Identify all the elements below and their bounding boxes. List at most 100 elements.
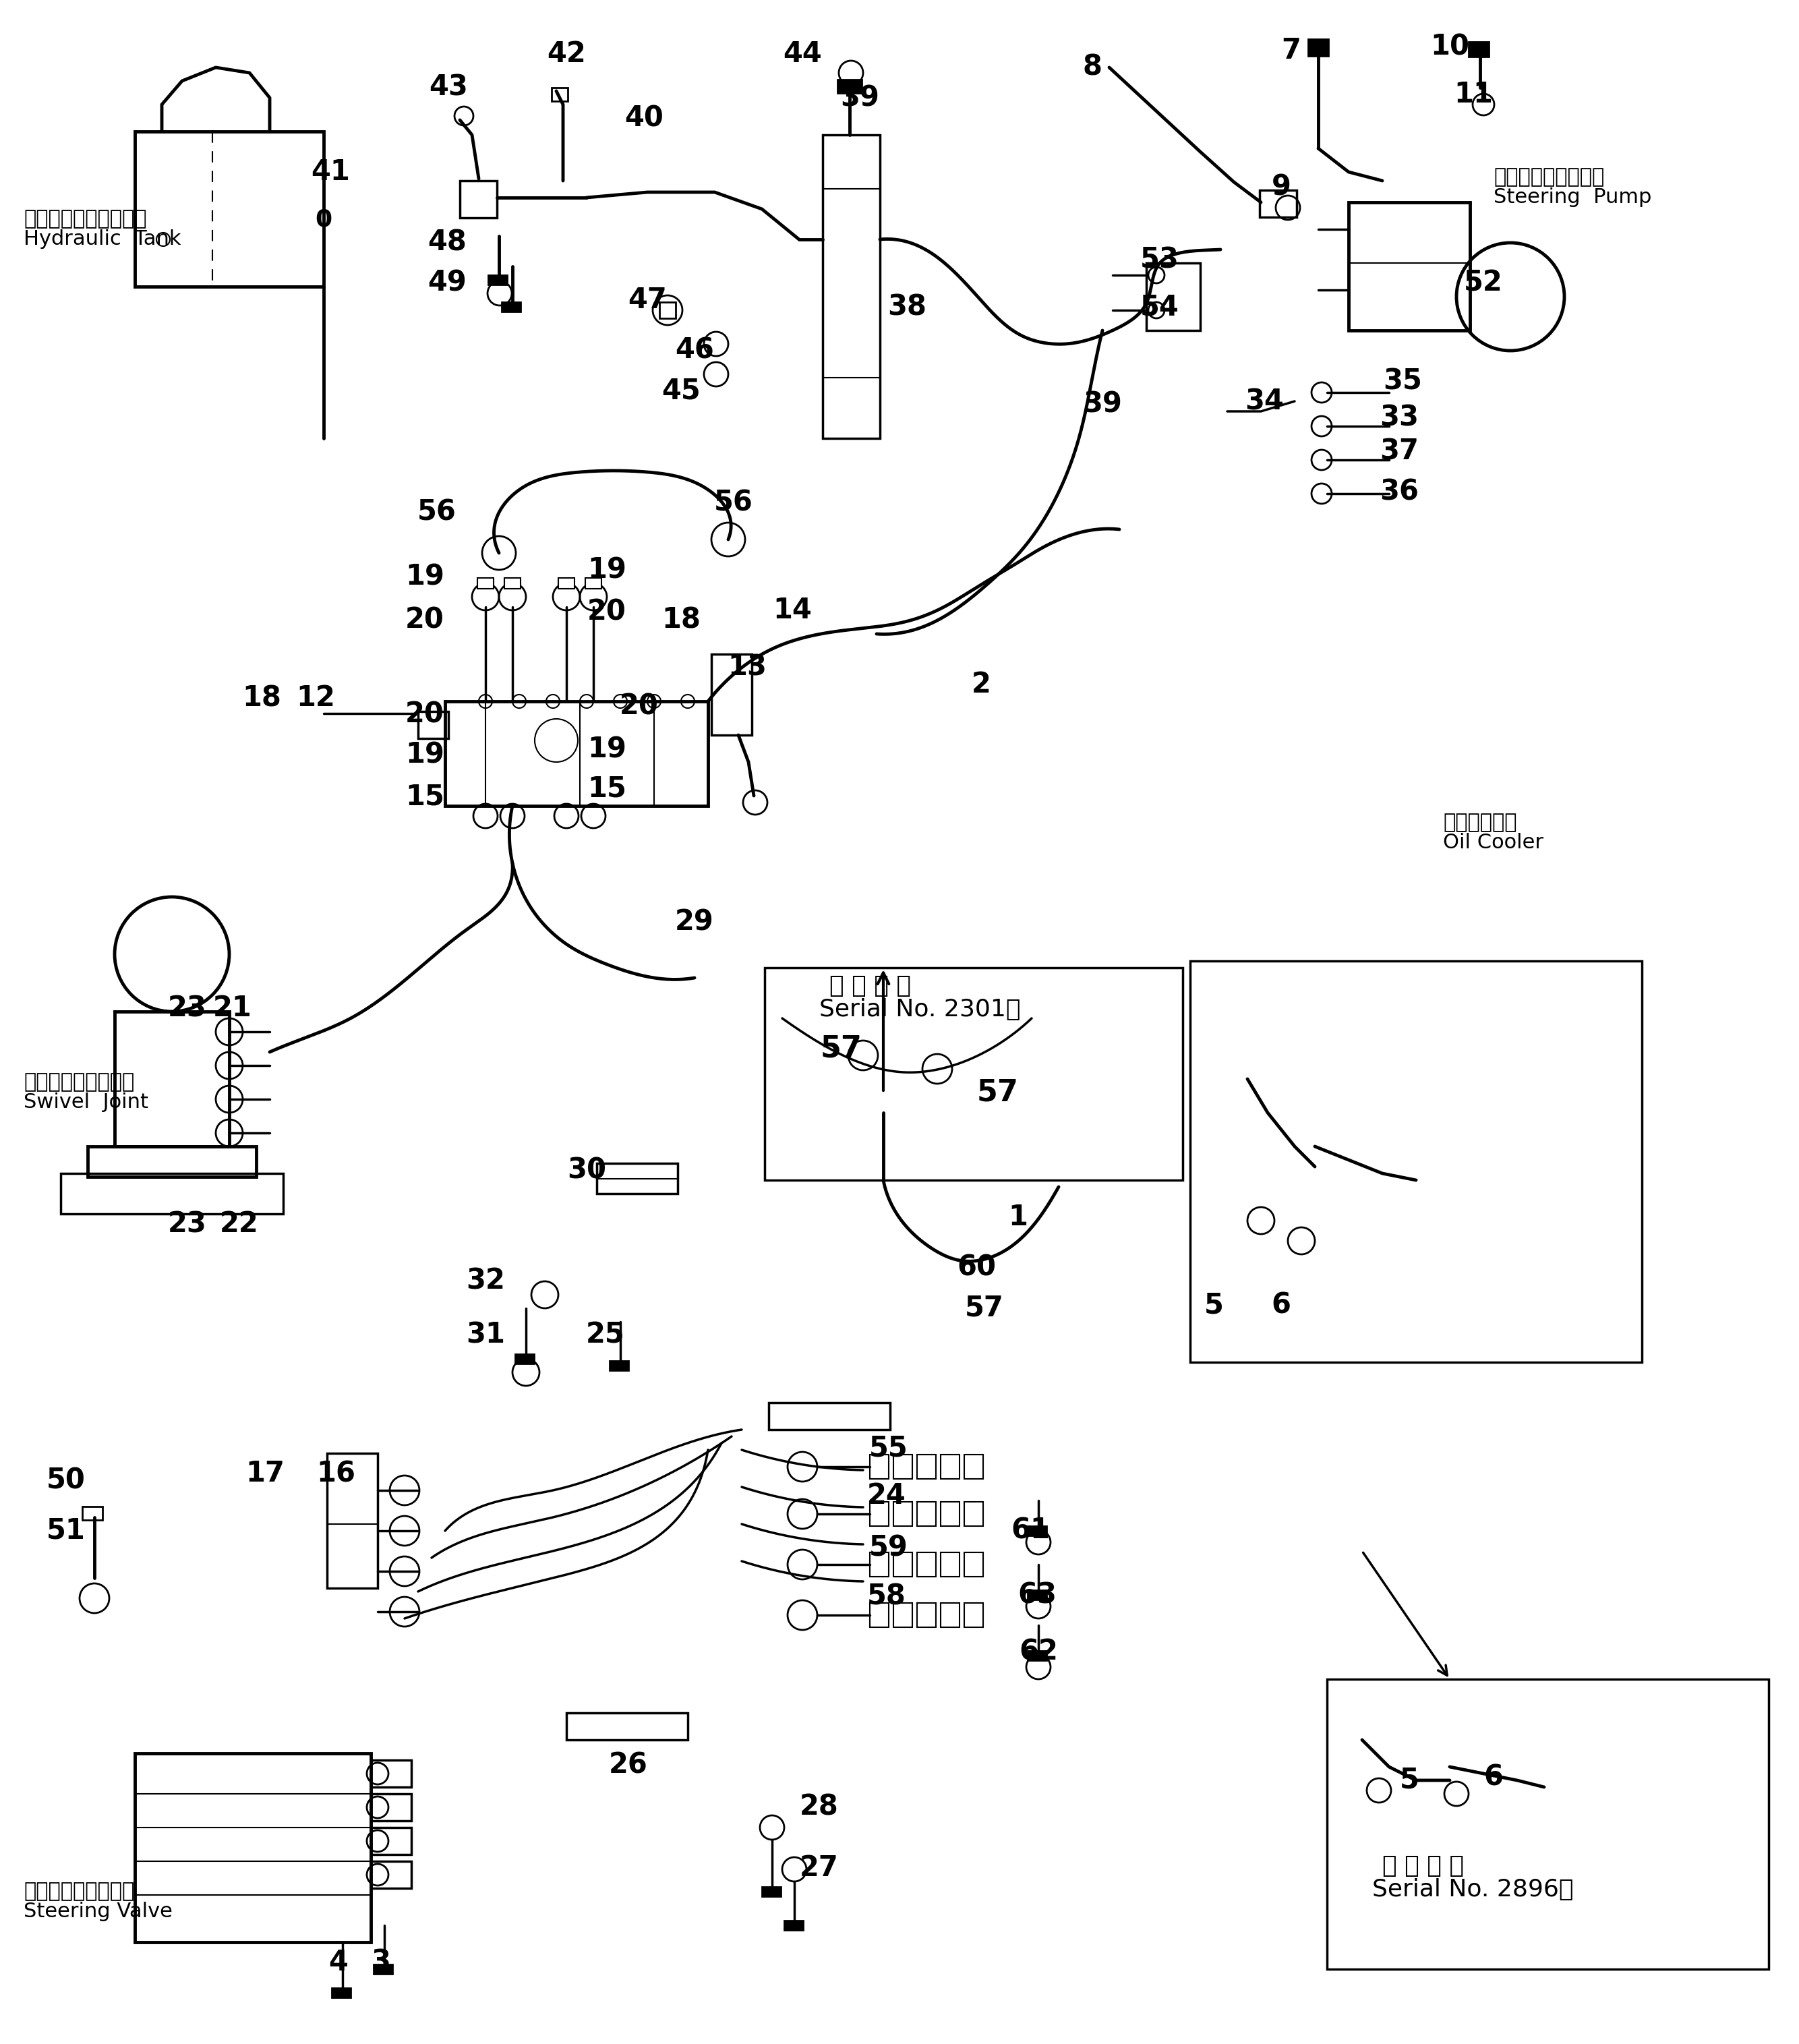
Bar	[461, 180, 497, 219]
Text: 適 用 号 機: 適 用 号 機	[1382, 1854, 1464, 1878]
Text: 38: 38	[887, 292, 926, 321]
Bar	[964, 1502, 982, 1527]
Text: 36: 36	[1380, 478, 1419, 507]
Bar	[765, 967, 1182, 1179]
Text: 13: 13	[727, 654, 766, 683]
Bar	[894, 1502, 912, 1527]
Bar	[558, 578, 574, 589]
Text: 9: 9	[1272, 174, 1292, 202]
Text: ステアリングポンプ: ステアリングポンプ	[1493, 168, 1605, 186]
Bar	[894, 1455, 912, 1480]
Text: 適 用 号 機: 適 用 号 機	[829, 975, 910, 997]
Text: Steering Valve: Steering Valve	[23, 1901, 173, 1921]
Bar	[871, 1602, 889, 1627]
Bar	[1328, 1680, 1768, 1968]
Text: Hydraulic  Tank: Hydraulic Tank	[23, 229, 182, 249]
Bar	[567, 1713, 687, 1739]
Text: 37: 37	[1380, 437, 1419, 466]
Text: 46: 46	[675, 337, 714, 364]
Text: 43: 43	[428, 74, 468, 102]
Text: 0: 0	[315, 208, 333, 231]
Bar	[61, 1173, 282, 1214]
Text: 11: 11	[1454, 80, 1493, 108]
Bar	[83, 1506, 103, 1521]
Text: 5: 5	[1204, 1290, 1223, 1318]
Text: Swivel  Joint: Swivel Joint	[23, 1091, 148, 1112]
Text: 32: 32	[466, 1267, 506, 1296]
Text: 29: 29	[675, 908, 714, 936]
Bar	[871, 1455, 889, 1480]
Text: 56: 56	[417, 499, 457, 527]
Bar	[502, 303, 520, 311]
Text: 39: 39	[1083, 390, 1123, 419]
Text: 19: 19	[586, 556, 626, 585]
Bar	[660, 303, 676, 319]
Bar	[597, 1163, 678, 1194]
Text: 47: 47	[628, 286, 667, 315]
Text: 10: 10	[1430, 33, 1470, 61]
Text: 1: 1	[1009, 1204, 1027, 1230]
Text: 7: 7	[1281, 37, 1301, 65]
Bar	[1146, 264, 1200, 331]
Text: ハイドロリックタンク: ハイドロリックタンク	[23, 208, 148, 229]
Text: 6: 6	[1272, 1290, 1292, 1318]
Bar	[1027, 1527, 1047, 1535]
Bar	[964, 1455, 982, 1480]
Text: 42: 42	[547, 39, 586, 67]
Bar	[1027, 1652, 1047, 1660]
Bar	[515, 1353, 534, 1363]
Text: ステアリングバルブ: ステアリングバルブ	[23, 1880, 135, 1901]
Text: 8: 8	[1083, 53, 1103, 82]
Text: 20: 20	[586, 599, 626, 625]
Text: Steering  Pump: Steering Pump	[1493, 188, 1651, 206]
Text: 41: 41	[311, 157, 351, 186]
Bar	[585, 578, 601, 589]
Bar	[135, 131, 324, 286]
Text: 16: 16	[317, 1459, 356, 1488]
Bar	[917, 1502, 935, 1527]
Bar	[88, 1147, 255, 1177]
Bar	[941, 1502, 959, 1527]
Bar	[941, 1602, 959, 1627]
Text: 45: 45	[662, 376, 700, 405]
Bar	[941, 1455, 959, 1480]
Text: 55: 55	[869, 1435, 908, 1464]
Text: 60: 60	[957, 1253, 997, 1282]
Text: スイベルジョイント: スイベルジョイント	[23, 1073, 135, 1091]
Bar	[374, 1964, 392, 1975]
Bar	[964, 1602, 982, 1627]
Bar	[1027, 1590, 1047, 1600]
Text: 19: 19	[405, 562, 444, 591]
Bar	[917, 1602, 935, 1627]
Text: 14: 14	[774, 597, 811, 625]
Text: 20: 20	[405, 607, 444, 634]
Bar	[371, 1827, 412, 1854]
Text: 26: 26	[608, 1752, 648, 1780]
Bar	[477, 578, 493, 589]
Bar	[1308, 39, 1328, 55]
Text: 52: 52	[1464, 270, 1502, 296]
Bar	[331, 1989, 351, 1997]
Bar	[784, 1921, 802, 1930]
Bar	[1191, 961, 1642, 1361]
Bar	[327, 1453, 378, 1588]
Text: 57: 57	[964, 1294, 1004, 1322]
Text: 21: 21	[212, 993, 252, 1022]
Bar	[711, 654, 752, 736]
Bar	[838, 80, 862, 94]
Bar	[115, 1012, 228, 1147]
Text: 63: 63	[1018, 1580, 1056, 1609]
Bar	[894, 1602, 912, 1627]
Bar	[871, 1502, 889, 1527]
Text: 17: 17	[245, 1459, 284, 1488]
Text: 24: 24	[867, 1482, 907, 1511]
Bar	[763, 1887, 781, 1897]
Bar	[1468, 41, 1490, 57]
Bar	[964, 1551, 982, 1576]
Bar	[1349, 202, 1470, 331]
Text: 30: 30	[567, 1155, 606, 1183]
Text: 50: 50	[47, 1466, 86, 1494]
Text: 19: 19	[405, 742, 444, 769]
Text: 57: 57	[977, 1077, 1018, 1108]
Bar	[371, 1760, 412, 1786]
